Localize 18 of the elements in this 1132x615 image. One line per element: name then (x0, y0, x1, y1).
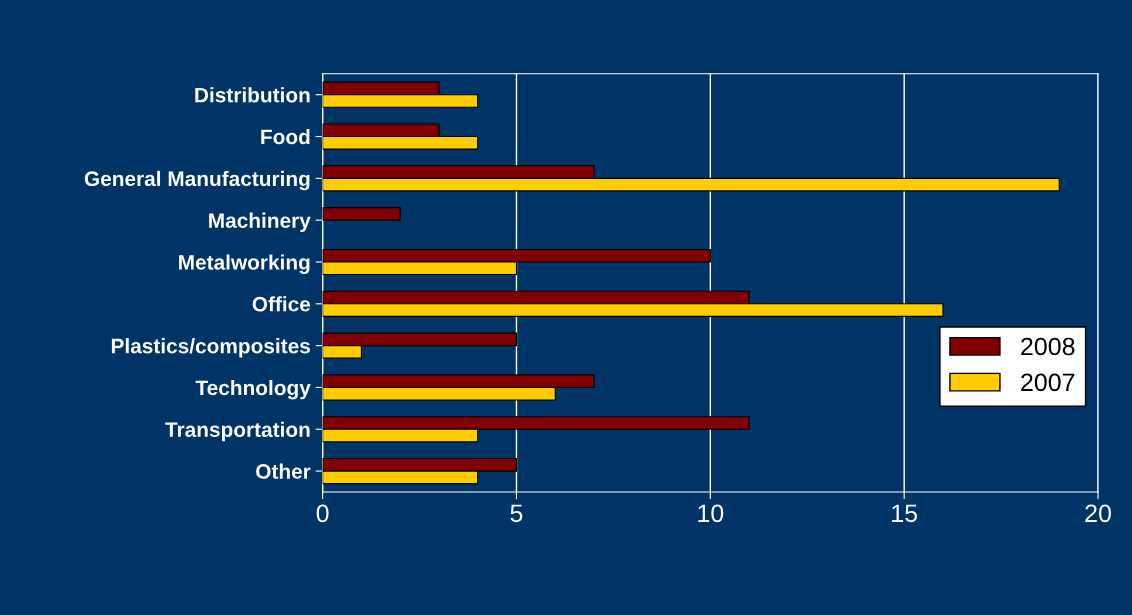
y-tick-label: Distribution (195, 87, 310, 103)
x-tick-label: 10 (698, 504, 724, 523)
x-tick-label: 15 (892, 504, 918, 523)
y-tick-label: Plastics/composites (111, 338, 310, 358)
x-tick-label: 5 (510, 504, 523, 523)
y-tick-label: Machinery (209, 212, 311, 233)
y-tick-label: Transportation (165, 421, 310, 442)
bar (322, 207, 401, 221)
x-tick-label: 0 (316, 504, 329, 523)
y-tick-label: Other (256, 463, 311, 479)
legend-label: 2007 (1021, 373, 1075, 392)
y-tick-label: Technology (195, 379, 311, 400)
y-tick-label: General Manufacturing (84, 170, 310, 191)
x-tick-label: 20 (1085, 504, 1111, 523)
legend-label: 2008 (1021, 337, 1075, 356)
y-tick-label: Office (252, 296, 311, 312)
y-tick-label: Food (261, 128, 310, 145)
y-tick-label: Metalworking (179, 254, 310, 274)
